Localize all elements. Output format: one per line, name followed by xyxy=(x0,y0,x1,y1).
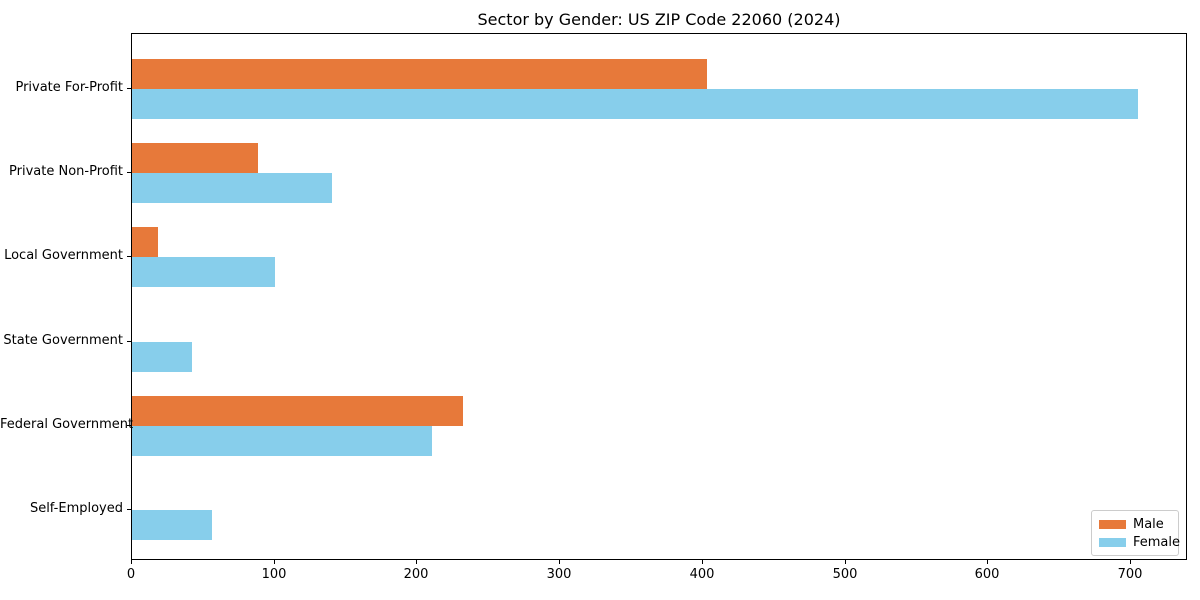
y-tick-mark xyxy=(127,341,131,342)
x-tick-label: 0 xyxy=(126,567,136,582)
x-tick-mark xyxy=(559,560,560,564)
female-bar-self-employed xyxy=(132,510,212,540)
x-tick-mark xyxy=(131,560,132,564)
male-bar-local-government xyxy=(132,227,158,258)
x-tick-mark xyxy=(702,560,703,564)
legend-label-male: Male xyxy=(1133,516,1164,532)
female-bar-private-non-profit xyxy=(132,173,332,204)
y-tick-mark xyxy=(127,509,131,510)
legend-item-female: Female xyxy=(1099,533,1180,551)
male-bar-private-for-profit xyxy=(132,59,707,89)
y-tick-label-self-employed: Self-Employed xyxy=(29,501,123,516)
y-tick-label-state-government: State Government xyxy=(3,333,123,348)
x-tick-mark xyxy=(845,560,846,564)
legend-label-female: Female xyxy=(1133,534,1181,550)
x-tick-label: 600 xyxy=(974,567,1000,582)
female-bar-private-for-profit xyxy=(132,89,1138,119)
x-tick-mark xyxy=(274,560,275,564)
male-bar-federal-government xyxy=(132,395,463,426)
y-tick-label-local-government: Local Government xyxy=(4,248,123,263)
legend-item-male: Male xyxy=(1099,515,1171,533)
y-tick-mark xyxy=(127,172,131,173)
legend: Male Female xyxy=(1091,510,1180,556)
x-tick-mark xyxy=(987,560,988,564)
y-tick-mark xyxy=(127,425,131,426)
y-tick-label-private-for-profit: Private For-Profit xyxy=(15,80,123,95)
x-tick-label: 500 xyxy=(832,567,858,582)
legend-swatch-male xyxy=(1099,519,1126,529)
chart-title: Sector by Gender: US ZIP Code 22060 (202… xyxy=(477,10,841,29)
y-tick-mark xyxy=(127,88,131,89)
female-bar-local-government xyxy=(132,257,275,288)
y-tick-mark xyxy=(127,256,131,257)
x-tick-mark xyxy=(1130,560,1131,564)
female-bar-state-government xyxy=(132,341,192,372)
x-tick-label: 700 xyxy=(1117,567,1143,582)
x-tick-label: 400 xyxy=(689,567,715,582)
y-tick-label-federal-government: Federal Government xyxy=(0,417,134,432)
x-tick-label: 300 xyxy=(546,567,572,582)
x-tick-label: 200 xyxy=(403,567,429,582)
x-tick-label: 100 xyxy=(261,567,287,582)
male-bar-private-non-profit xyxy=(132,143,258,174)
plot-area xyxy=(131,33,1187,560)
female-bar-federal-government xyxy=(132,425,432,456)
y-tick-label-private-non-profit: Private Non-Profit xyxy=(9,164,123,179)
legend-swatch-female xyxy=(1099,537,1126,547)
x-tick-mark xyxy=(416,560,417,564)
